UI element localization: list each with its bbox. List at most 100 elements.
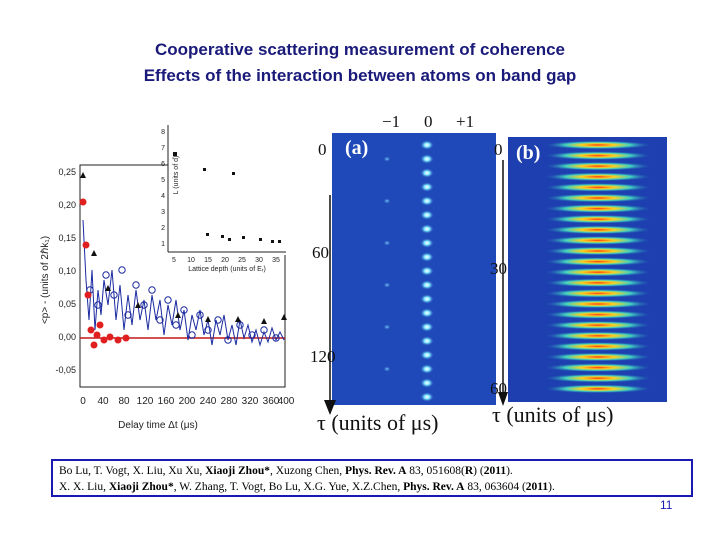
- ytick: 0,05: [58, 299, 76, 309]
- interference-band: [543, 151, 653, 161]
- interference-band: [543, 140, 653, 150]
- interference-band: [543, 299, 653, 309]
- panel-a-image: [332, 133, 496, 405]
- inset-ytick: 7: [161, 145, 165, 152]
- interference-band: [543, 310, 653, 320]
- tau-label-b: τ (units of μs): [492, 402, 614, 427]
- interference-band: [543, 172, 653, 182]
- xtick: 0: [80, 396, 86, 407]
- diffraction-spot: [420, 210, 434, 220]
- inset-xtick: 10: [187, 257, 195, 264]
- diffraction-spot: [420, 336, 434, 346]
- diffraction-spot: [420, 322, 434, 332]
- panel-b-arrow: [498, 160, 508, 406]
- xtick: 400: [278, 396, 295, 407]
- interference-band: [543, 288, 653, 298]
- interference-band: [543, 204, 653, 214]
- panel-a-label: (a): [345, 137, 369, 159]
- inset-xtick: 15: [204, 257, 212, 264]
- xtick: 240: [200, 396, 217, 407]
- data-trace-blue: [82, 219, 285, 347]
- xtick: 40: [97, 396, 109, 407]
- inset-ytick: 4: [161, 193, 165, 200]
- interference-band: [543, 341, 653, 351]
- inset-ytick: 8: [161, 129, 165, 136]
- xtick: 360: [263, 396, 280, 407]
- inset-xtick: 30: [255, 257, 263, 264]
- diffraction-spot: [420, 392, 434, 402]
- left-plot-ylabel: <p> - (units of 2ℏk₁): [40, 236, 51, 324]
- diffraction-spot: [420, 224, 434, 234]
- diffraction-spot: [420, 154, 434, 164]
- page-number: 11: [660, 498, 673, 512]
- interference-band: [543, 320, 653, 330]
- inset-ytick: 5: [161, 177, 165, 184]
- references-box: Bo Lu, T. Vogt, X. Liu, Xu Xu, Xiaoji Zh…: [51, 459, 693, 497]
- xtick: 120: [137, 396, 154, 407]
- interference-band: [543, 278, 653, 288]
- interference-band: [543, 373, 653, 383]
- diffraction-spot: [420, 238, 434, 248]
- diffraction-spot: [420, 294, 434, 304]
- side-peak: [383, 156, 391, 162]
- inset-xtick: 35: [272, 257, 280, 264]
- inset-ytick: 6: [161, 161, 165, 168]
- diffraction-spot: [420, 266, 434, 276]
- panel-b-image: [508, 137, 667, 402]
- ytick: -0,05: [55, 365, 76, 375]
- panel-a-pattern: [383, 140, 434, 402]
- slide-title-line2: Effects of the interaction between atoms…: [143, 66, 577, 85]
- diffraction-spot: [420, 364, 434, 374]
- panel-a-arrow: [324, 195, 336, 415]
- xtick: 160: [158, 396, 175, 407]
- inset-xtick: 25: [238, 257, 246, 264]
- ytick: 0,15: [58, 233, 76, 243]
- inset-ytick: 1: [161, 241, 165, 248]
- panel-a-y-tick: 0: [318, 140, 327, 159]
- tau-label-a: τ (units of μs): [317, 410, 439, 435]
- diffraction-spot: [420, 182, 434, 192]
- side-peak: [383, 282, 391, 288]
- diffraction-spot: [420, 168, 434, 178]
- reference-line-2: X. X. Liu, Xiaoji Zhou*, W. Zhang, T. Vo…: [59, 481, 555, 493]
- interference-band: [543, 246, 653, 256]
- panel-b-y-tick: 0: [494, 140, 503, 159]
- interference-band: [543, 193, 653, 203]
- left-plot-xlabel: Delay time Δt (μs): [118, 420, 198, 431]
- panel-a-top-tick: −1: [382, 112, 401, 131]
- ytick: 0,25: [58, 167, 76, 177]
- side-peak: [383, 198, 391, 204]
- left-plot: 0,25 0,20 0,15 0,10 0,05 0,00 -0,05 0 40…: [40, 125, 295, 431]
- diffraction-spot: [420, 350, 434, 360]
- interference-band: [543, 257, 653, 267]
- interference-band: [543, 363, 653, 373]
- slide-title-line1: Cooperative scattering measurement of co…: [154, 40, 566, 59]
- interference-band: [543, 331, 653, 341]
- diffraction-spot: [420, 196, 434, 206]
- diffraction-spot: [420, 140, 434, 150]
- interference-band: [543, 182, 653, 192]
- xtick: 80: [118, 396, 130, 407]
- inset-xtick: 5: [172, 257, 176, 264]
- panel-a-y-tick: 60: [312, 243, 329, 262]
- inset-ytick: 3: [161, 209, 165, 216]
- interference-band: [543, 267, 653, 277]
- interference-band: [543, 352, 653, 362]
- diffraction-spot: [420, 378, 434, 388]
- panel-a-top-tick: 0: [424, 112, 433, 131]
- inset-xlabel: Lattice depth (units of Eᵣ): [188, 266, 266, 273]
- diffraction-spot: [420, 252, 434, 262]
- ytick: 0,10: [58, 266, 76, 276]
- diffraction-spot: [420, 308, 434, 318]
- panel-b-pattern: [543, 140, 653, 394]
- ytick: 0,20: [58, 200, 76, 210]
- inset-ylabel: L (units of d): [173, 156, 180, 195]
- side-peak: [383, 324, 391, 330]
- inset-plot-background: [168, 125, 286, 255]
- side-peak: [383, 366, 391, 372]
- interference-band: [543, 214, 653, 224]
- interference-band: [543, 384, 653, 394]
- interference-band: [543, 161, 653, 171]
- xtick: 280: [221, 396, 238, 407]
- interference-band: [543, 235, 653, 245]
